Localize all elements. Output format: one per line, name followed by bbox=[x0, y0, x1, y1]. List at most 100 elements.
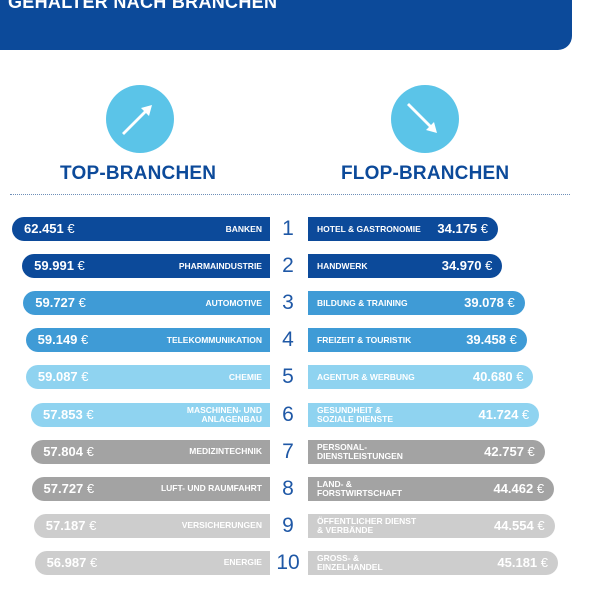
currency-symbol: € bbox=[503, 295, 515, 311]
bar-value: 41.724 € bbox=[479, 403, 530, 427]
bar-label: LAND- & FORSTWIRTSCHAFT bbox=[317, 478, 402, 498]
top-bar-5: 59.087 € CHEMIE bbox=[25, 365, 270, 390]
bar-value-number: 45.181 bbox=[497, 554, 538, 570]
bar-value-number: 59.149 bbox=[37, 332, 78, 348]
bar-value: 45.181 € bbox=[497, 551, 548, 575]
bar-label: ÖFFENTLICHER DIENST & VERBÄNDE bbox=[317, 515, 417, 535]
bar-label: ENERGIE bbox=[223, 557, 262, 568]
flop-bar-1: HOTEL & GASTRONOMIE 34.175 € bbox=[308, 217, 498, 241]
bar-label: AUTOMOTIVE bbox=[205, 297, 262, 308]
bar-value: 59.727 € bbox=[35, 291, 86, 315]
rank-number: 10 bbox=[276, 550, 300, 574]
header-banner: GEHÄLTER NACH BRANCHEN bbox=[0, 0, 572, 50]
bar-label: BANKEN bbox=[225, 223, 262, 234]
bar-value-number: 59.727 bbox=[35, 295, 76, 311]
currency-symbol: € bbox=[523, 443, 535, 459]
bar-label: HANDWERK bbox=[317, 260, 368, 271]
bar-value: 57.853 € bbox=[43, 403, 94, 427]
bar-label: PERSONAL-DIENSTLEISTUNGEN bbox=[317, 441, 403, 461]
bar-value-number: 62.451 bbox=[24, 221, 64, 236]
bar-value-number: 41.724 bbox=[478, 406, 519, 422]
currency-symbol: € bbox=[477, 221, 488, 236]
rank-number: 1 bbox=[282, 217, 294, 240]
top-bar-10: 56.987 € ENERGIE bbox=[34, 550, 270, 575]
currency-symbol: € bbox=[518, 406, 530, 422]
flop-bar-6: GESUNDHEIT & SOZIALE DIENSTE 41.724 € bbox=[308, 402, 540, 427]
arrow-down-right-icon bbox=[391, 85, 459, 153]
bar-value: 34.175 € bbox=[437, 217, 488, 241]
top-bar-8: 57.727 € LUFT- UND RAUMFAHRT bbox=[31, 476, 270, 501]
flop-bar-8: LAND- & FORSTWIRTSCHAFT 44.462 € bbox=[308, 476, 555, 501]
currency-symbol: € bbox=[73, 258, 85, 274]
bar-value-number: 42.757 bbox=[484, 443, 524, 459]
bar-value-number: 56.987 bbox=[46, 554, 87, 570]
bar-value-number: 39.078 bbox=[464, 295, 504, 311]
bar-value-number: 34.175 bbox=[437, 221, 478, 236]
flop-bar-7: PERSONAL-DIENSTLEISTUNGEN 42.757 € bbox=[308, 439, 545, 464]
currency-symbol: € bbox=[63, 221, 75, 236]
rank-number: 8 bbox=[282, 476, 294, 500]
bar-value: 44.462 € bbox=[493, 477, 544, 501]
rank-number: 9 bbox=[282, 513, 294, 537]
bar-value: 42.757 € bbox=[484, 440, 535, 464]
currency-symbol: € bbox=[77, 369, 89, 385]
flop-bar-5: AGENTUR & WERBUNG 40.680 € bbox=[308, 365, 534, 390]
bar-value: 44.554 € bbox=[494, 514, 545, 538]
bar-value-number: 34.970 bbox=[441, 258, 482, 274]
bar-value: 39.458 € bbox=[466, 328, 517, 352]
bar-label: LUFT- UND RAUMFAHRT bbox=[160, 483, 262, 494]
top-branchen-title: TOP-BRANCHEN bbox=[60, 163, 217, 184]
bar-value-number: 40.680 bbox=[472, 369, 513, 385]
currency-symbol: € bbox=[77, 332, 89, 348]
currency-symbol: € bbox=[533, 517, 545, 533]
bar-label: HOTEL & GASTRONOMIE bbox=[317, 223, 421, 234]
bar-value: 62.451 € bbox=[24, 217, 75, 241]
bar-label: TELEKOMMUNIKATION bbox=[166, 334, 262, 345]
bar-value-number: 57.187 bbox=[45, 517, 86, 533]
currency-symbol: € bbox=[82, 406, 94, 422]
bar-label: MEDIZINTECHNIK bbox=[189, 446, 262, 457]
bar-label: GROSS- & EINZELHANDEL bbox=[317, 552, 383, 572]
bar-value-number: 44.554 bbox=[493, 517, 534, 533]
flop-bar-3: BILDUNG & TRAINING 39.078 € bbox=[308, 291, 525, 316]
bar-value-number: 57.853 bbox=[42, 406, 83, 422]
bar-label: FREIZEIT & TOURISTIK bbox=[317, 334, 412, 345]
bar-label: PHARMAINDUSTRIE bbox=[178, 260, 262, 271]
currency-symbol: € bbox=[481, 258, 493, 274]
flop-bar-4: FREIZEIT & TOURISTIK 39.458 € bbox=[308, 328, 527, 353]
rank-number: 6 bbox=[282, 402, 294, 426]
bar-value: 57.187 € bbox=[46, 514, 97, 538]
currency-symbol: € bbox=[75, 295, 86, 311]
top-bar-9: 57.187 € VERSICHERUNGEN bbox=[33, 513, 270, 538]
divider bbox=[10, 194, 570, 195]
top-bar-7: 57.804 € MEDIZINTECHNIK bbox=[31, 439, 270, 464]
bar-value: 34.970 € bbox=[442, 254, 493, 278]
bar-value-number: 44.462 bbox=[493, 480, 534, 496]
bar-value: 59.087 € bbox=[38, 365, 89, 389]
bar-label: AGENTUR & WERBUNG bbox=[317, 371, 415, 382]
top-bar-2: 59.991 € PHARMAINDUSTRIE bbox=[22, 254, 270, 279]
currency-symbol: € bbox=[512, 369, 524, 385]
rank-number: 7 bbox=[282, 439, 294, 463]
top-bar-4: 59.149 € TELEKOMMUNIKATION bbox=[25, 328, 270, 353]
bar-label: MASCHINEN- UND ANLAGENBAU bbox=[186, 404, 262, 424]
bar-value: 57.804 € bbox=[43, 440, 94, 464]
arrow-up-right-icon bbox=[106, 85, 174, 153]
bar-value: 57.727 € bbox=[44, 477, 95, 501]
bar-value-number: 39.458 bbox=[466, 332, 506, 348]
currency-symbol: € bbox=[533, 480, 545, 496]
bar-value-number: 57.727 bbox=[43, 480, 84, 496]
rank-number: 2 bbox=[282, 254, 294, 278]
bar-value: 40.680 € bbox=[473, 365, 524, 389]
top-bar-6: 57.853 € MASCHINEN- UND ANLAGENBAU bbox=[30, 402, 270, 427]
bar-label: VERSICHERUNGEN bbox=[181, 520, 262, 531]
page-title: GEHÄLTER NACH BRANCHEN bbox=[8, 0, 278, 12]
bar-value: 39.078 € bbox=[464, 291, 515, 315]
flop-bar-10: GROSS- & EINZELHANDEL 45.181 € bbox=[308, 550, 558, 575]
rank-number: 3 bbox=[282, 291, 294, 315]
bar-value: 59.991 € bbox=[34, 254, 85, 278]
bar-value: 59.149 € bbox=[38, 328, 89, 352]
flop-bar-9: ÖFFENTLICHER DIENST & VERBÄNDE 44.554 € bbox=[308, 513, 555, 538]
bar-value-number: 57.804 bbox=[43, 443, 83, 459]
rank-number: 4 bbox=[282, 328, 294, 352]
